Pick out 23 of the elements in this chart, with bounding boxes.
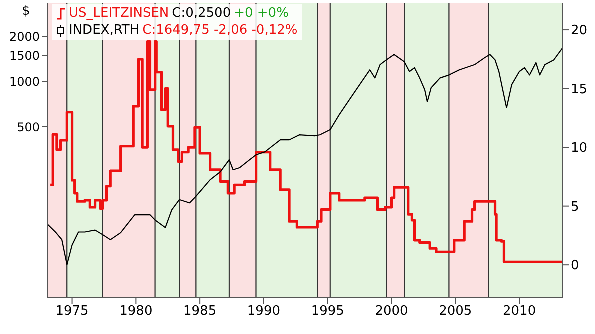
y2-tick-label: 10 xyxy=(571,141,588,156)
legend-label: US_LEITZINSEN xyxy=(69,5,170,22)
x-tick-label: 1980 xyxy=(120,304,153,320)
x-tick-label: 2010 xyxy=(503,304,536,320)
y-tick-label: 1000 xyxy=(9,75,40,90)
x-tick-label: 2000 xyxy=(375,304,408,320)
x-tick-label: 1990 xyxy=(247,304,281,320)
annotation: +0 +0% xyxy=(234,5,289,22)
annotation: C:1649,75 -2,06 -0,12% xyxy=(142,22,298,39)
x-tick-label: 1995 xyxy=(311,304,344,320)
y-tick-label: 500 xyxy=(17,120,40,134)
x-tick-label: 1985 xyxy=(184,304,217,320)
x-tick-label: 1975 xyxy=(56,304,89,320)
x-tick-label: 2005 xyxy=(439,304,472,320)
y-tick-label: 2000 xyxy=(9,30,40,44)
annotation: C:0,2500 xyxy=(172,5,232,22)
legend-label: INDEX,RTH xyxy=(69,22,140,39)
y2-tick-label: 5 xyxy=(571,200,580,215)
y2-tick-label: 0 xyxy=(571,258,580,274)
y2-tick-label: 20 xyxy=(571,24,588,39)
y2-tick-label: 15 xyxy=(571,82,588,98)
y-axis-title: $ xyxy=(22,4,30,19)
y-tick-label: 1500 xyxy=(9,48,40,63)
